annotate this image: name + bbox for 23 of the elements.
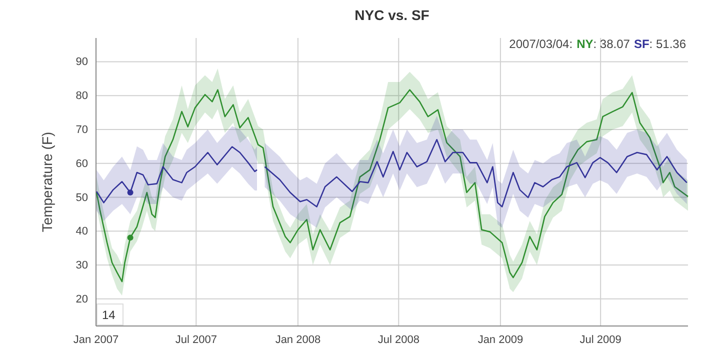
- annotation: : 38.07: [593, 37, 630, 51]
- y-tick-label: 50: [76, 192, 88, 204]
- line-series: [96, 89, 689, 282]
- x-tick-label: Jan 2008: [275, 334, 321, 346]
- x-tick-label: Jan 2007: [73, 334, 119, 346]
- y-tick-label: 40: [76, 226, 88, 238]
- x-tick-label: Jul 2008: [378, 334, 420, 346]
- chart-title: NYC vs. SF: [354, 7, 430, 23]
- annotation: 14: [102, 308, 116, 322]
- y-tick-label: 90: [76, 56, 88, 68]
- text: SF: [634, 37, 650, 51]
- x-tick-label: Jan 2009: [478, 334, 524, 346]
- y-tick-label: 20: [76, 293, 88, 306]
- y-tick-label: 80: [76, 90, 88, 102]
- annotation: : 51.36: [649, 37, 686, 51]
- x-tick-label: Jul 2009: [580, 334, 622, 346]
- y-tick-label: 60: [76, 158, 88, 170]
- y-axis-title: Temperature (F): [39, 132, 55, 232]
- y-tick-label: 30: [76, 260, 88, 272]
- x-tick-label: Jul 2007: [175, 334, 217, 346]
- y-tick-label: 70: [76, 124, 88, 136]
- annotation: 2007/03/04:: [509, 37, 573, 51]
- text: NY: [576, 37, 594, 51]
